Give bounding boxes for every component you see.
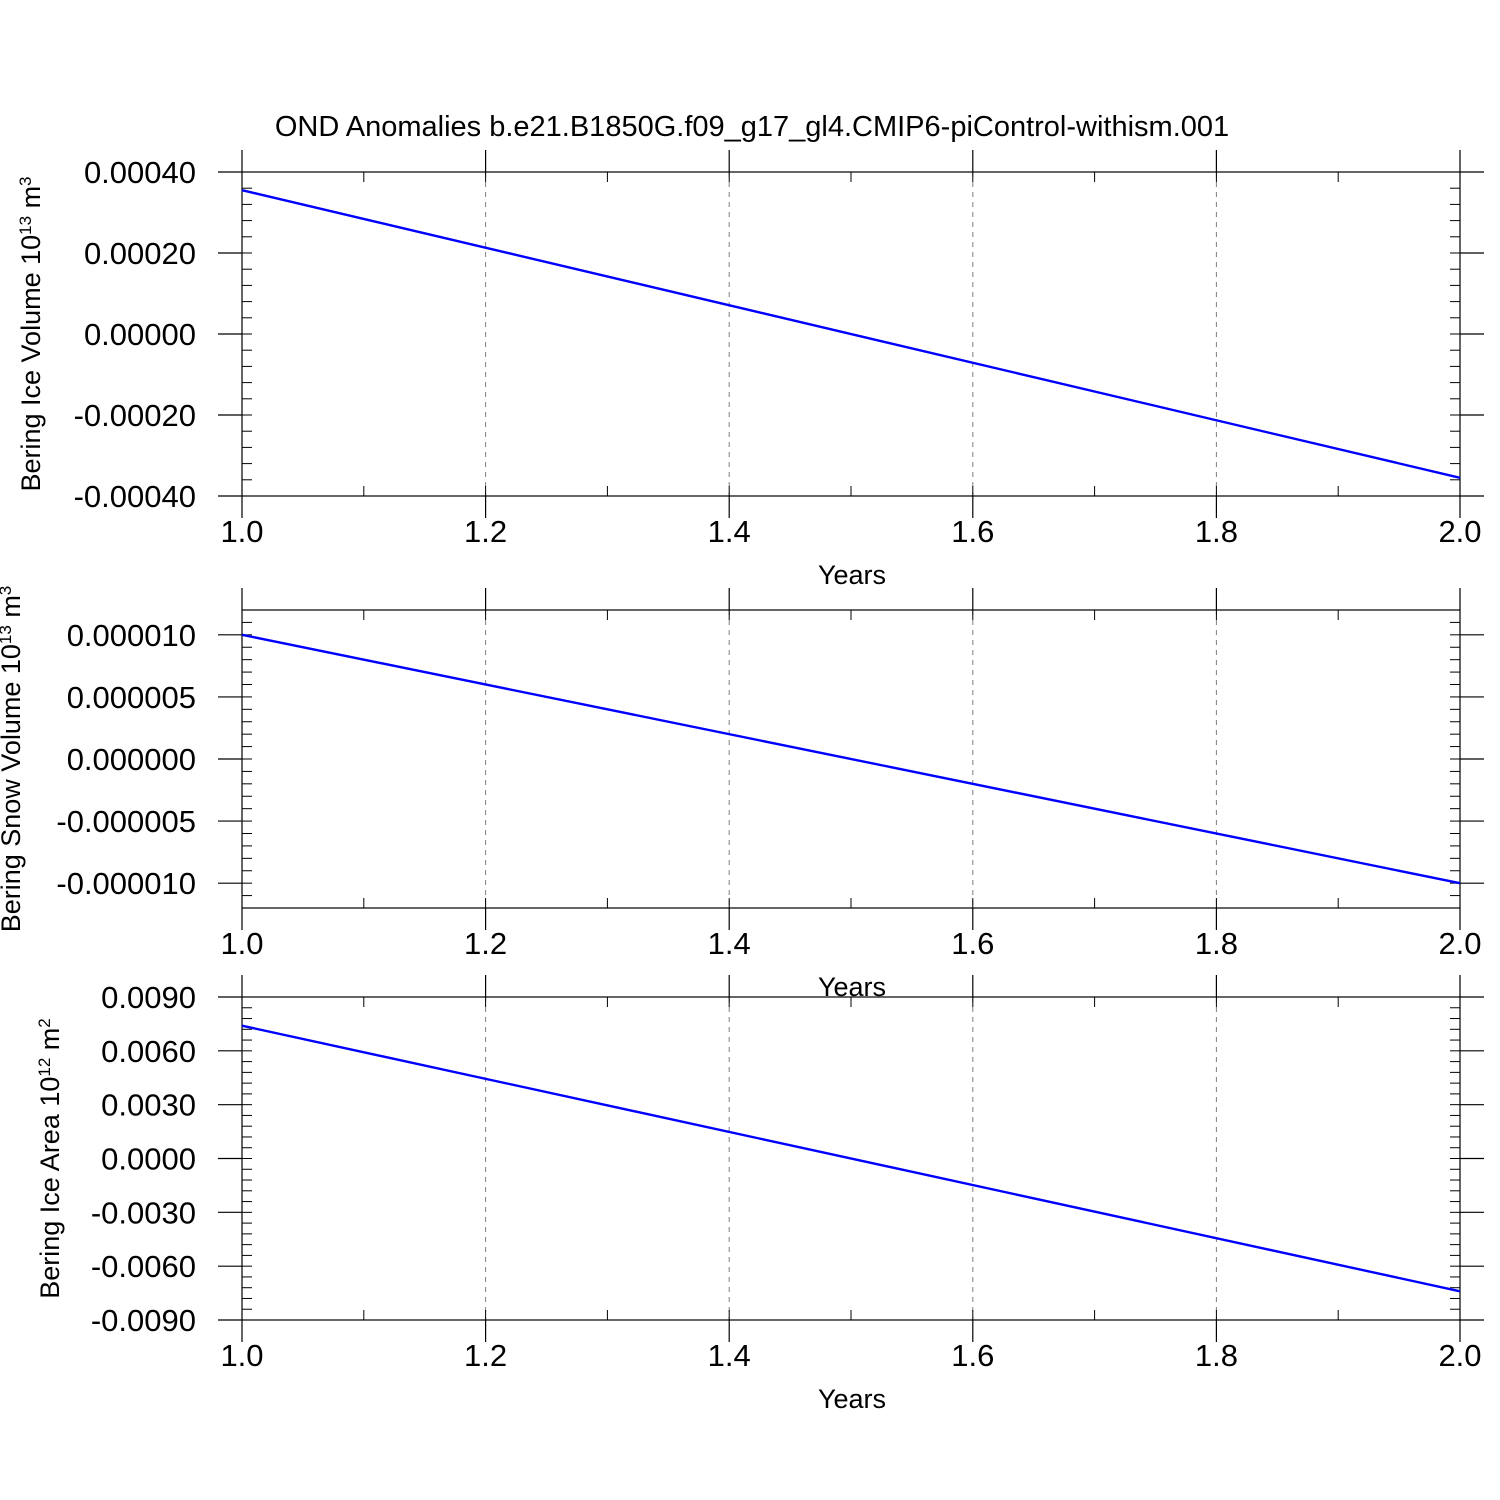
y-tick-label: -0.0060 bbox=[91, 1249, 196, 1284]
y-axis-title-text: Bering Ice Area 10 bbox=[35, 1077, 65, 1299]
y-axis-title-exponent: 2 bbox=[35, 1018, 54, 1027]
series-line bbox=[241, 633, 1461, 885]
y-axis-title-text: m bbox=[35, 1028, 65, 1058]
y-tick-label: 0.0090 bbox=[101, 980, 196, 1015]
y-tick-label: 0.00020 bbox=[84, 236, 196, 271]
y-tick-label: 0.000000 bbox=[67, 742, 196, 777]
y-tick-label: 0.00000 bbox=[84, 317, 196, 352]
y-axis-title-text: Bering Ice Volume 10 bbox=[16, 235, 46, 492]
x-tick-label: 1.4 bbox=[708, 514, 751, 549]
panel-1: 1.0 1.2 1.4 1.6 1.8 2.0 0.00040 0.00020 0.00000 -… bbox=[16, 150, 1484, 590]
y-axis-title-exponent: 13 bbox=[0, 625, 15, 644]
x-tick-label: 1.2 bbox=[464, 1338, 507, 1373]
y-axis-title: Bering Snow Volume 1013 m3 bbox=[0, 586, 26, 933]
x-tick-label: 1.2 bbox=[464, 926, 507, 961]
y-axis-title: Bering Ice Volume 1013 m3 bbox=[16, 176, 46, 491]
y-tick-label: 0.0000 bbox=[101, 1142, 196, 1177]
series-line bbox=[241, 189, 1461, 479]
y-axis-title-exponent: 12 bbox=[35, 1058, 54, 1077]
x-axis-title: Years bbox=[818, 560, 886, 590]
y-axis-title-exponent: 13 bbox=[16, 216, 35, 235]
y-tick-label: -0.0030 bbox=[91, 1195, 196, 1230]
series-line bbox=[241, 1024, 1461, 1293]
y-tick-label: 0.000005 bbox=[67, 680, 196, 715]
x-axis-title: Years bbox=[818, 1384, 886, 1414]
y-tick-label: -0.0090 bbox=[91, 1303, 196, 1338]
x-tick-label: 1.0 bbox=[220, 514, 263, 549]
x-tick-label: 1.8 bbox=[1195, 926, 1238, 961]
y-axis-title: Bering Ice Area 1012 m2 bbox=[35, 1018, 65, 1299]
panel-3: 1.0 1.2 1.4 1.6 1.8 2.0 0.0090 0.0060 0.0030 0.00… bbox=[35, 975, 1484, 1414]
x-tick-label: 1.6 bbox=[951, 514, 994, 549]
y-axis-title-text: Bering Snow Volume 10 bbox=[0, 644, 26, 932]
x-tick-label: 2.0 bbox=[1438, 1338, 1481, 1373]
figure-title: OND Anomalies b.e21.B1850G.f09_g17_gl4.C… bbox=[275, 111, 1229, 143]
y-tick-label: 0.000010 bbox=[67, 618, 196, 653]
panels: 1.0 1.2 1.4 1.6 1.8 2.0 0.00040 0.00020 0.00000 -… bbox=[0, 150, 1484, 1414]
y-tick-label: -0.00040 bbox=[74, 479, 196, 514]
y-tick-label: -0.000005 bbox=[56, 804, 196, 839]
x-tick-label: 1.0 bbox=[220, 926, 263, 961]
x-tick-label: 1.8 bbox=[1195, 1338, 1238, 1373]
y-axis-title-exponent: 3 bbox=[16, 176, 35, 185]
y-axis-title-text: m bbox=[16, 186, 46, 216]
panel-2: 1.0 1.2 1.4 1.6 1.8 2.0 0.000010 0.000005 0.0000… bbox=[0, 586, 1484, 1002]
x-tick-label: 1.2 bbox=[464, 514, 507, 549]
x-tick-label: 1.6 bbox=[951, 1338, 994, 1373]
x-tick-label: 1.4 bbox=[708, 926, 751, 961]
y-axis-title-text: m bbox=[0, 595, 26, 625]
y-tick-label: 0.0060 bbox=[101, 1034, 196, 1069]
x-tick-label: 2.0 bbox=[1438, 926, 1481, 961]
x-tick-label: 1.6 bbox=[951, 926, 994, 961]
y-tick-label: -0.000010 bbox=[56, 866, 196, 901]
y-axis-title-exponent: 3 bbox=[0, 586, 15, 595]
x-tick-label: 2.0 bbox=[1438, 514, 1481, 549]
x-tick-label: 1.4 bbox=[708, 1338, 751, 1373]
y-tick-label: 0.00040 bbox=[84, 155, 196, 190]
y-tick-label: 0.0030 bbox=[101, 1088, 196, 1123]
y-tick-label: -0.00020 bbox=[74, 398, 196, 433]
x-tick-label: 1.0 bbox=[220, 1338, 263, 1373]
x-tick-label: 1.8 bbox=[1195, 514, 1238, 549]
